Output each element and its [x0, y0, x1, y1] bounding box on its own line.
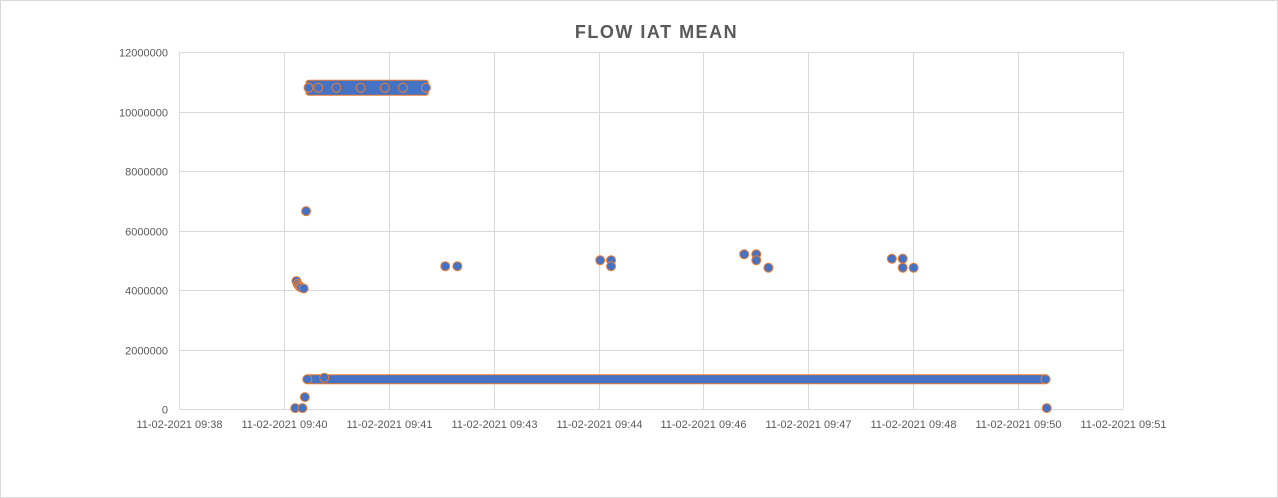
data-point: [440, 261, 451, 272]
y-tick-label: 4000000: [125, 286, 168, 298]
y-tick-label: 10000000: [119, 108, 168, 120]
y-tick-label: 12000000: [119, 48, 168, 60]
data-point: [303, 82, 314, 93]
data-point: [595, 255, 606, 266]
y-tick-label: 2000000: [125, 346, 168, 358]
data-point: [1040, 374, 1051, 385]
x-tick-label: 11-02-2021 09:40: [241, 419, 327, 431]
data-point: [355, 82, 366, 93]
data-point: [297, 403, 308, 414]
data-point: [897, 262, 908, 273]
x-tick-label: 11-02-2021 09:51: [1080, 419, 1166, 431]
x-tick-label: 11-02-2021 09:38: [136, 419, 222, 431]
data-point: [897, 253, 908, 264]
data-point: [886, 253, 897, 264]
y-tick-label: 6000000: [125, 227, 168, 239]
dense-band: [305, 375, 1048, 384]
x-tick-label: 11-02-2021 09:46: [660, 419, 746, 431]
data-point: [420, 82, 431, 93]
x-tick-label: 11-02-2021 09:44: [556, 419, 642, 431]
data-point: [319, 372, 330, 383]
gridlines: [179, 52, 1124, 410]
data-point: [301, 206, 312, 217]
data-point: [397, 82, 408, 93]
data-point: [1041, 403, 1052, 414]
data-point: [908, 262, 919, 273]
data-point: [452, 261, 463, 272]
y-tick-label: 0: [162, 405, 168, 417]
chart-title: FLOW IAT MEAN: [574, 22, 739, 42]
data-points: [290, 82, 1052, 414]
data-point: [299, 392, 310, 403]
x-tick-label: 11-02-2021 09:50: [975, 419, 1061, 431]
data-point: [763, 262, 774, 273]
x-tick-label: 11-02-2021 09:43: [451, 419, 537, 431]
x-tick-label: 11-02-2021 09:47: [765, 419, 851, 431]
data-point: [739, 249, 750, 260]
dense-point-bands: [304, 79, 1049, 385]
data-point: [379, 82, 390, 93]
data-point: [751, 255, 762, 266]
dense-band: [306, 80, 428, 95]
data-point: [606, 261, 617, 272]
y-axis-tick-labels: 0 2000000 4000000 6000000 8000000 10000000 120…: [119, 48, 168, 417]
data-point: [331, 82, 342, 93]
x-tick-label: 11-02-2021 09:41: [346, 419, 432, 431]
x-axis-tick-labels: 11-02-2021 09:38 11-02-2021 09:40 11-02-20…: [136, 419, 1166, 431]
data-point: [298, 283, 309, 294]
data-point: [302, 374, 313, 385]
data-point: [313, 82, 324, 93]
x-tick-label: 11-02-2021 09:48: [870, 419, 956, 431]
y-tick-label: 8000000: [125, 167, 168, 179]
